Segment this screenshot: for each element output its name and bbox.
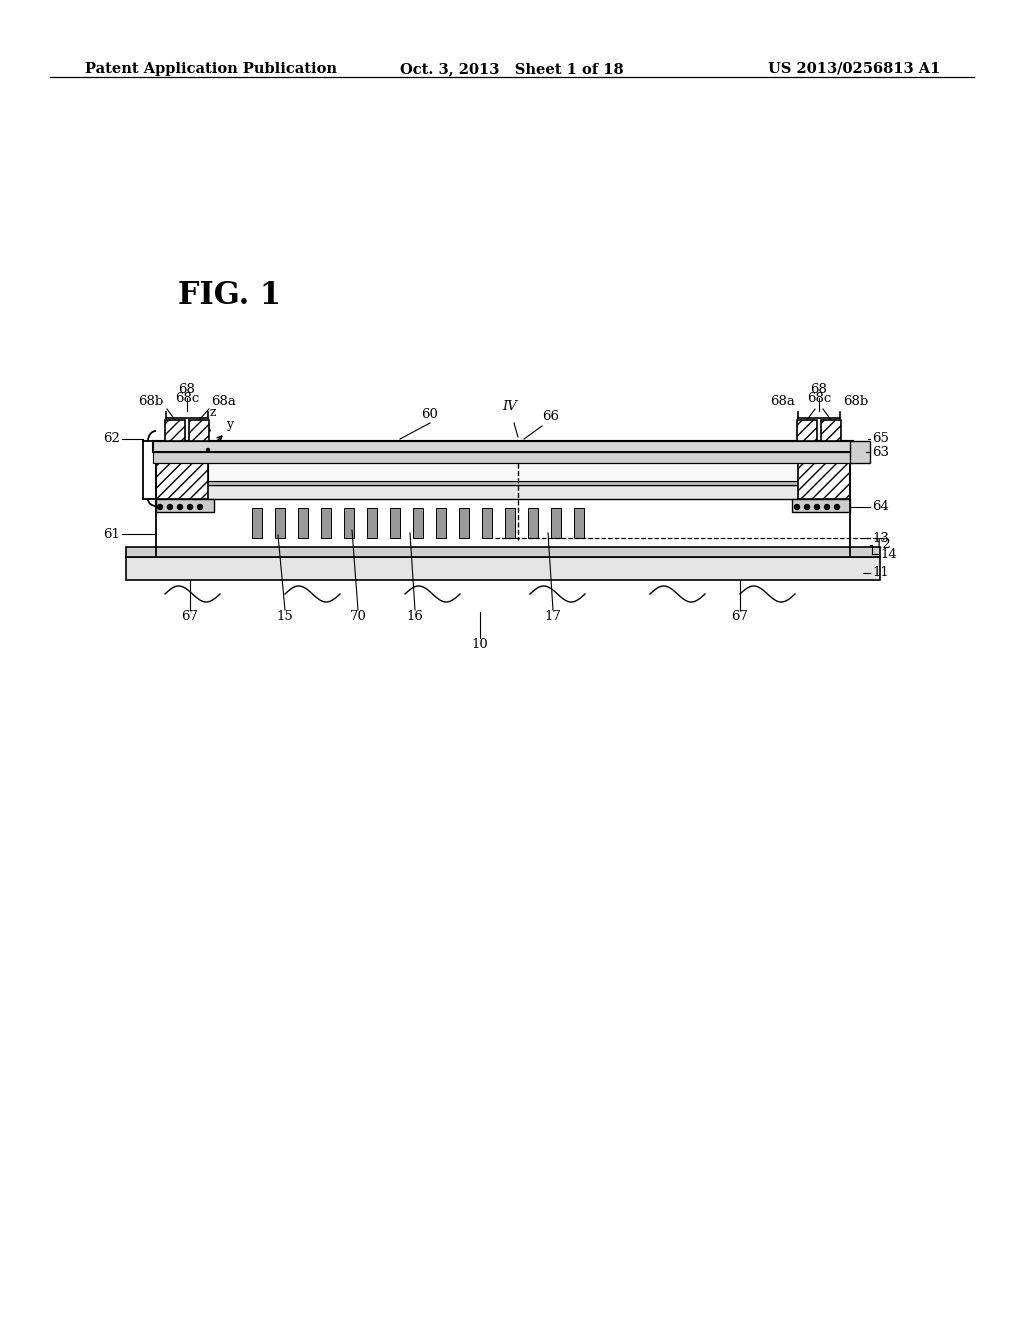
- Bar: [792, 499, 850, 512]
- Text: 68: 68: [811, 383, 827, 396]
- Circle shape: [835, 504, 840, 510]
- Text: 17: 17: [545, 610, 561, 623]
- Text: 14: 14: [880, 548, 897, 561]
- Text: 13: 13: [872, 532, 889, 544]
- Text: Patent Application Publication: Patent Application Publication: [85, 62, 337, 77]
- Text: 70: 70: [349, 610, 367, 623]
- Bar: [206, 484, 800, 499]
- Text: 68: 68: [178, 383, 196, 396]
- Circle shape: [824, 504, 829, 510]
- Text: 11: 11: [872, 566, 889, 579]
- Circle shape: [814, 504, 819, 510]
- Text: 67: 67: [181, 610, 199, 623]
- Text: 16: 16: [407, 610, 424, 623]
- Bar: [252, 508, 262, 539]
- Text: 63: 63: [872, 446, 889, 458]
- Text: 68a: 68a: [211, 395, 236, 408]
- Bar: [528, 508, 538, 539]
- Bar: [275, 508, 285, 539]
- Text: 61: 61: [103, 528, 120, 540]
- Text: 60: 60: [422, 408, 438, 421]
- Text: 65: 65: [872, 433, 889, 446]
- Text: 68b: 68b: [843, 395, 868, 408]
- Text: 68c: 68c: [175, 392, 199, 405]
- Bar: [413, 508, 423, 539]
- Circle shape: [207, 449, 210, 451]
- Circle shape: [187, 504, 193, 510]
- Text: 62: 62: [103, 433, 120, 446]
- Circle shape: [168, 504, 172, 510]
- Circle shape: [805, 504, 810, 510]
- Bar: [367, 508, 377, 539]
- Bar: [344, 508, 354, 539]
- Text: 12: 12: [874, 539, 891, 552]
- Text: 68b: 68b: [138, 395, 163, 408]
- Circle shape: [795, 504, 800, 510]
- Bar: [574, 508, 584, 539]
- Text: y: y: [226, 418, 233, 432]
- Bar: [459, 508, 469, 539]
- Text: z: z: [210, 407, 216, 418]
- Bar: [156, 441, 208, 499]
- Bar: [436, 508, 446, 539]
- Bar: [390, 508, 400, 539]
- Circle shape: [158, 504, 163, 510]
- Bar: [850, 441, 870, 463]
- Bar: [126, 557, 880, 579]
- Text: US 2013/0256813 A1: US 2013/0256813 A1: [768, 62, 940, 77]
- Text: 15: 15: [276, 610, 293, 623]
- Text: x: x: [241, 444, 248, 457]
- Bar: [505, 508, 515, 539]
- Bar: [798, 441, 850, 499]
- Text: 68a: 68a: [770, 395, 795, 408]
- Bar: [153, 441, 853, 451]
- Circle shape: [198, 504, 203, 510]
- Bar: [126, 546, 880, 557]
- Text: IV: IV: [503, 400, 517, 413]
- Bar: [298, 508, 308, 539]
- Text: 10: 10: [472, 638, 488, 651]
- Bar: [165, 420, 185, 441]
- Circle shape: [177, 504, 182, 510]
- Bar: [189, 420, 209, 441]
- Text: 67: 67: [731, 610, 749, 623]
- Text: 68c: 68c: [807, 392, 831, 405]
- Bar: [153, 451, 853, 463]
- Bar: [156, 499, 214, 512]
- Bar: [551, 508, 561, 539]
- Bar: [206, 480, 800, 484]
- Text: 64: 64: [872, 500, 889, 513]
- Bar: [797, 420, 817, 441]
- Bar: [208, 451, 798, 480]
- Bar: [482, 508, 492, 539]
- Text: 66: 66: [542, 411, 559, 422]
- Text: Oct. 3, 2013   Sheet 1 of 18: Oct. 3, 2013 Sheet 1 of 18: [400, 62, 624, 77]
- Bar: [321, 508, 331, 539]
- Bar: [821, 420, 841, 441]
- Text: FIG. 1: FIG. 1: [178, 280, 281, 312]
